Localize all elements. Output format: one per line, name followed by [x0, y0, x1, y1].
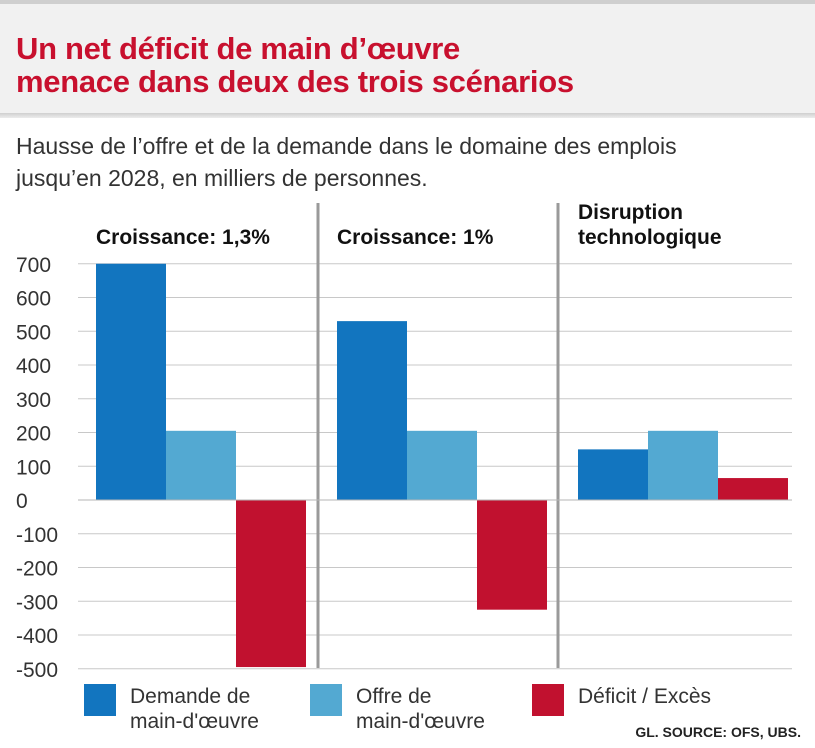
y-tick-label: -200 — [16, 558, 58, 581]
title-band-rule — [0, 113, 815, 118]
y-tick-label: 100 — [16, 456, 51, 479]
title-band — [0, 0, 815, 113]
bar-demand-2 — [337, 321, 407, 500]
y-tick-label: 200 — [16, 423, 51, 446]
category-label: Croissance: 1,3% — [96, 226, 270, 249]
chart-title-line-1: Un net déficit de main d’œuvre — [16, 31, 460, 66]
category-label: Croissance: 1% — [337, 226, 494, 249]
bar-supply-3 — [648, 430, 718, 500]
legend-label-supply: Offre de main-d'œuvre — [356, 684, 485, 734]
y-tick-label: -300 — [16, 591, 58, 614]
legend-label-deficit: Déficit / Excès — [578, 684, 711, 709]
legend-label-deficit-line-1: Déficit / Excès — [578, 685, 712, 708]
bar-deficit-1 — [236, 500, 306, 668]
y-tick-label: 300 — [16, 389, 51, 412]
category-label: technologique — [578, 226, 722, 249]
chart-title-line-2: menace dans deux des trois scénarios — [16, 64, 574, 99]
legend-swatch-demand — [84, 684, 116, 716]
bar-supply-1 — [166, 430, 236, 500]
bar-demand-1 — [96, 263, 166, 500]
legend-label-demand: Demande de main-d'œuvre — [130, 684, 259, 734]
top-rule — [0, 0, 815, 4]
y-tick-label: -400 — [16, 625, 58, 648]
legend-swatch-supply — [310, 684, 342, 716]
y-tick-label: 0 — [16, 490, 28, 513]
y-tick-label: -100 — [16, 524, 58, 547]
y-tick-label: 400 — [16, 355, 51, 378]
chart-subtitle-line-1: Hausse de l’offre et de la demande dans … — [16, 133, 677, 159]
y-tick-label: 500 — [16, 321, 51, 344]
y-tick-label: 700 — [16, 254, 51, 277]
y-tick-label: 600 — [16, 288, 51, 311]
legend-label-supply-line-2: main-d'œuvre — [356, 710, 485, 733]
legend-label-demand-line-1: Demande de — [130, 685, 251, 708]
bar-demand-3 — [578, 449, 648, 500]
source-note: GL. SOURCE: OFS, UBS. — [635, 724, 801, 740]
legend-swatch-deficit — [532, 684, 564, 716]
category-label: Disruption — [578, 201, 683, 224]
bar-deficit-3 — [718, 478, 788, 500]
legend-label-supply-line-1: Offre de — [356, 685, 432, 708]
chart-subtitle-line-2: jusqu’en 2028, en milliers de personnes. — [16, 165, 428, 191]
bar-supply-2 — [407, 430, 477, 500]
y-tick-label: -500 — [16, 659, 58, 682]
legend-label-demand-line-2: main-d'œuvre — [130, 710, 259, 733]
bar-deficit-2 — [477, 500, 547, 610]
